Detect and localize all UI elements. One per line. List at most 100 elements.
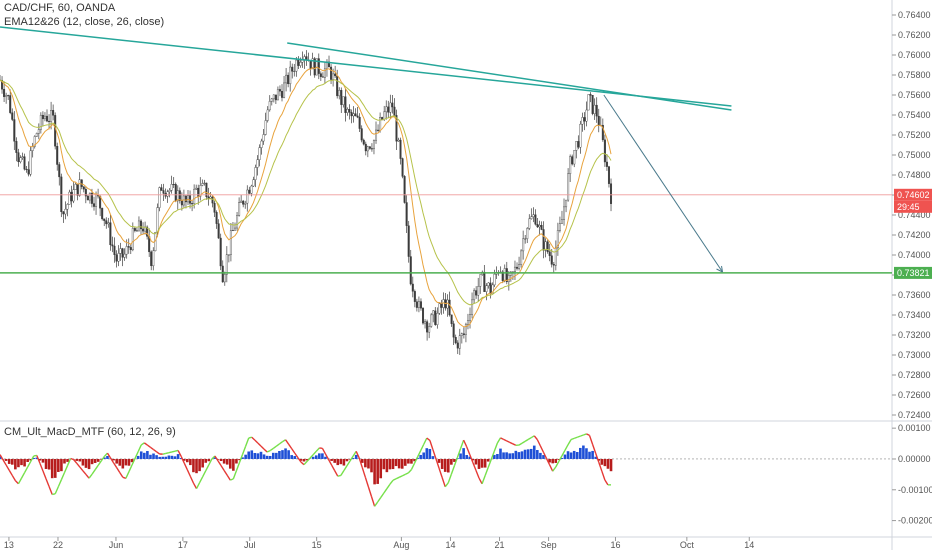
candle-body[interactable] xyxy=(293,70,296,72)
candle-body[interactable] xyxy=(334,73,337,77)
candle-body[interactable] xyxy=(56,146,59,165)
candle-body[interactable] xyxy=(385,106,388,113)
candle-body[interactable] xyxy=(29,150,32,175)
macd-pane[interactable] xyxy=(0,433,892,507)
candle-body[interactable] xyxy=(252,179,255,187)
candle-body[interactable] xyxy=(585,109,588,122)
candle-body[interactable] xyxy=(133,228,136,231)
trendline-lower[interactable] xyxy=(287,42,732,111)
candle-body[interactable] xyxy=(460,333,463,336)
candle-body[interactable] xyxy=(419,301,422,309)
candle-body[interactable] xyxy=(560,219,563,224)
candle-body[interactable] xyxy=(407,225,410,257)
candle-body[interactable] xyxy=(450,314,453,324)
candle-body[interactable] xyxy=(299,62,302,66)
candle-body[interactable] xyxy=(448,299,451,316)
candle-body[interactable] xyxy=(266,109,269,121)
candle-body[interactable] xyxy=(487,282,490,286)
candle-body[interactable] xyxy=(217,223,220,239)
candle-body[interactable] xyxy=(135,230,138,232)
candle-body[interactable] xyxy=(142,228,145,232)
candle-body[interactable] xyxy=(356,115,359,118)
candle-body[interactable] xyxy=(23,156,26,170)
candle-body[interactable] xyxy=(317,58,320,74)
candle-body[interactable] xyxy=(358,116,361,129)
candle-body[interactable] xyxy=(366,146,369,152)
candle-body[interactable] xyxy=(403,176,406,203)
candle-body[interactable] xyxy=(477,286,480,296)
candle-body[interactable] xyxy=(391,102,394,108)
candle-body[interactable] xyxy=(466,320,469,325)
candle-body[interactable] xyxy=(60,176,63,213)
candle-body[interactable] xyxy=(258,147,261,160)
candle-body[interactable] xyxy=(593,104,596,114)
candle-body[interactable] xyxy=(64,208,67,215)
candle-body[interactable] xyxy=(372,139,375,150)
candle-body[interactable] xyxy=(211,196,214,204)
candle-body[interactable] xyxy=(283,82,286,98)
candle-body[interactable] xyxy=(501,271,504,281)
candle-body[interactable] xyxy=(552,264,555,266)
candle-body[interactable] xyxy=(262,134,265,142)
candle-body[interactable] xyxy=(313,58,316,76)
candle-body[interactable] xyxy=(209,196,212,199)
candle-body[interactable] xyxy=(5,95,8,97)
candle-body[interactable] xyxy=(522,238,525,252)
candle-body[interactable] xyxy=(123,253,126,258)
candle-body[interactable] xyxy=(21,156,24,158)
candle-body[interactable] xyxy=(125,246,128,255)
price-pane[interactable] xyxy=(0,50,613,355)
candle-body[interactable] xyxy=(78,179,81,196)
candle-body[interactable] xyxy=(129,247,132,251)
candle-body[interactable] xyxy=(274,94,277,101)
candle-body[interactable] xyxy=(31,146,34,151)
candle-body[interactable] xyxy=(301,60,304,63)
candle-body[interactable] xyxy=(172,184,175,186)
projection-arrow[interactable] xyxy=(603,94,723,273)
candle-body[interactable] xyxy=(246,189,249,204)
candle-body[interactable] xyxy=(244,202,247,205)
candle-body[interactable] xyxy=(3,88,6,97)
candle-body[interactable] xyxy=(11,112,14,120)
candle-body[interactable] xyxy=(336,75,339,97)
candle-body[interactable] xyxy=(37,129,40,134)
candle-body[interactable] xyxy=(383,111,386,120)
candle-body[interactable] xyxy=(242,200,245,205)
candle-body[interactable] xyxy=(88,192,91,201)
candle-body[interactable] xyxy=(368,146,371,149)
price-axis[interactable]: 0.76400 0.76200 0.76000 0.75800 0.75600 0.754… xyxy=(892,10,932,526)
candle-body[interactable] xyxy=(581,117,584,125)
candle-body[interactable] xyxy=(184,195,187,203)
candle-body[interactable] xyxy=(86,195,89,201)
candle-body[interactable] xyxy=(550,255,553,265)
candle-body[interactable] xyxy=(381,117,384,120)
candle-body[interactable] xyxy=(231,230,234,232)
candle-body[interactable] xyxy=(146,226,149,237)
candle-body[interactable] xyxy=(297,59,300,66)
candle-body[interactable] xyxy=(405,202,408,226)
candle-body[interactable] xyxy=(544,241,547,251)
candle-body[interactable] xyxy=(532,214,535,217)
candle-body[interactable] xyxy=(364,143,367,152)
candle-body[interactable] xyxy=(174,184,177,202)
candle-body[interactable] xyxy=(516,266,519,269)
candle-body[interactable] xyxy=(509,271,512,276)
candle-body[interactable] xyxy=(464,324,467,335)
candle-body[interactable] xyxy=(54,115,57,147)
candle-body[interactable] xyxy=(395,115,398,142)
candle-body[interactable] xyxy=(131,228,134,251)
candle-body[interactable] xyxy=(76,184,79,196)
candle-body[interactable] xyxy=(223,274,226,283)
candle-body[interactable] xyxy=(607,166,610,184)
candle-body[interactable] xyxy=(33,136,36,147)
candle-body[interactable] xyxy=(409,256,412,285)
candle-body[interactable] xyxy=(462,333,465,335)
candle-body[interactable] xyxy=(127,246,130,248)
candle-body[interactable] xyxy=(319,73,322,77)
candle-body[interactable] xyxy=(493,273,496,286)
candle-body[interactable] xyxy=(234,227,237,231)
candle-body[interactable] xyxy=(25,168,28,170)
candle-body[interactable] xyxy=(166,191,169,197)
candle-body[interactable] xyxy=(229,230,232,255)
candle-body[interactable] xyxy=(35,133,38,137)
